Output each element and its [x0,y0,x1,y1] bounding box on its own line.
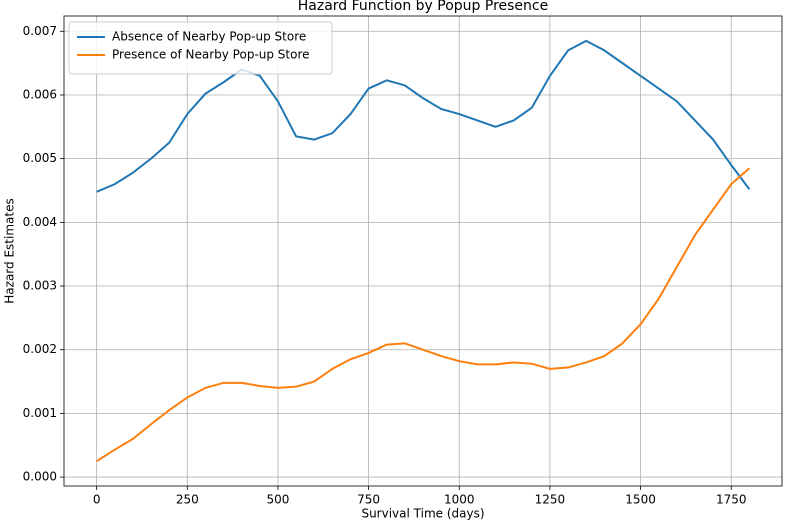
y-tick-label: 0.001 [23,406,57,420]
x-tick-label: 1500 [625,493,656,507]
data-line [96,167,751,463]
y-tick-label: 0.004 [23,215,57,229]
x-tick-label: 1250 [535,493,566,507]
data-line [96,39,751,193]
x-tick-label: 1000 [444,493,475,507]
x-tick-label: 0 [93,493,101,507]
y-tick-label: 0.002 [23,342,57,356]
chart-title: Hazard Function by Popup Presence [298,0,548,14]
x-tick-label: 500 [266,493,289,507]
y-tick-label: 0.000 [23,470,57,484]
legend-box [68,21,333,75]
x-axis-label: Survival Time (days) [361,507,484,521]
y-tick-label: 0.007 [23,24,57,38]
x-tick-label: 1750 [716,493,747,507]
legend-label: Absence of Nearby Pop-up Store [112,30,306,44]
y-tick-label: 0.003 [23,279,57,293]
legend-label: Presence of Nearby Pop-up Store [112,48,310,62]
plot-frame [63,15,783,487]
y-tick-label: 0.005 [23,151,57,165]
y-tick-label: 0.006 [23,87,57,101]
y-axis-label: Hazard Estimates [3,198,17,303]
x-tick-label: 250 [176,493,199,507]
x-tick-label: 750 [357,493,380,507]
